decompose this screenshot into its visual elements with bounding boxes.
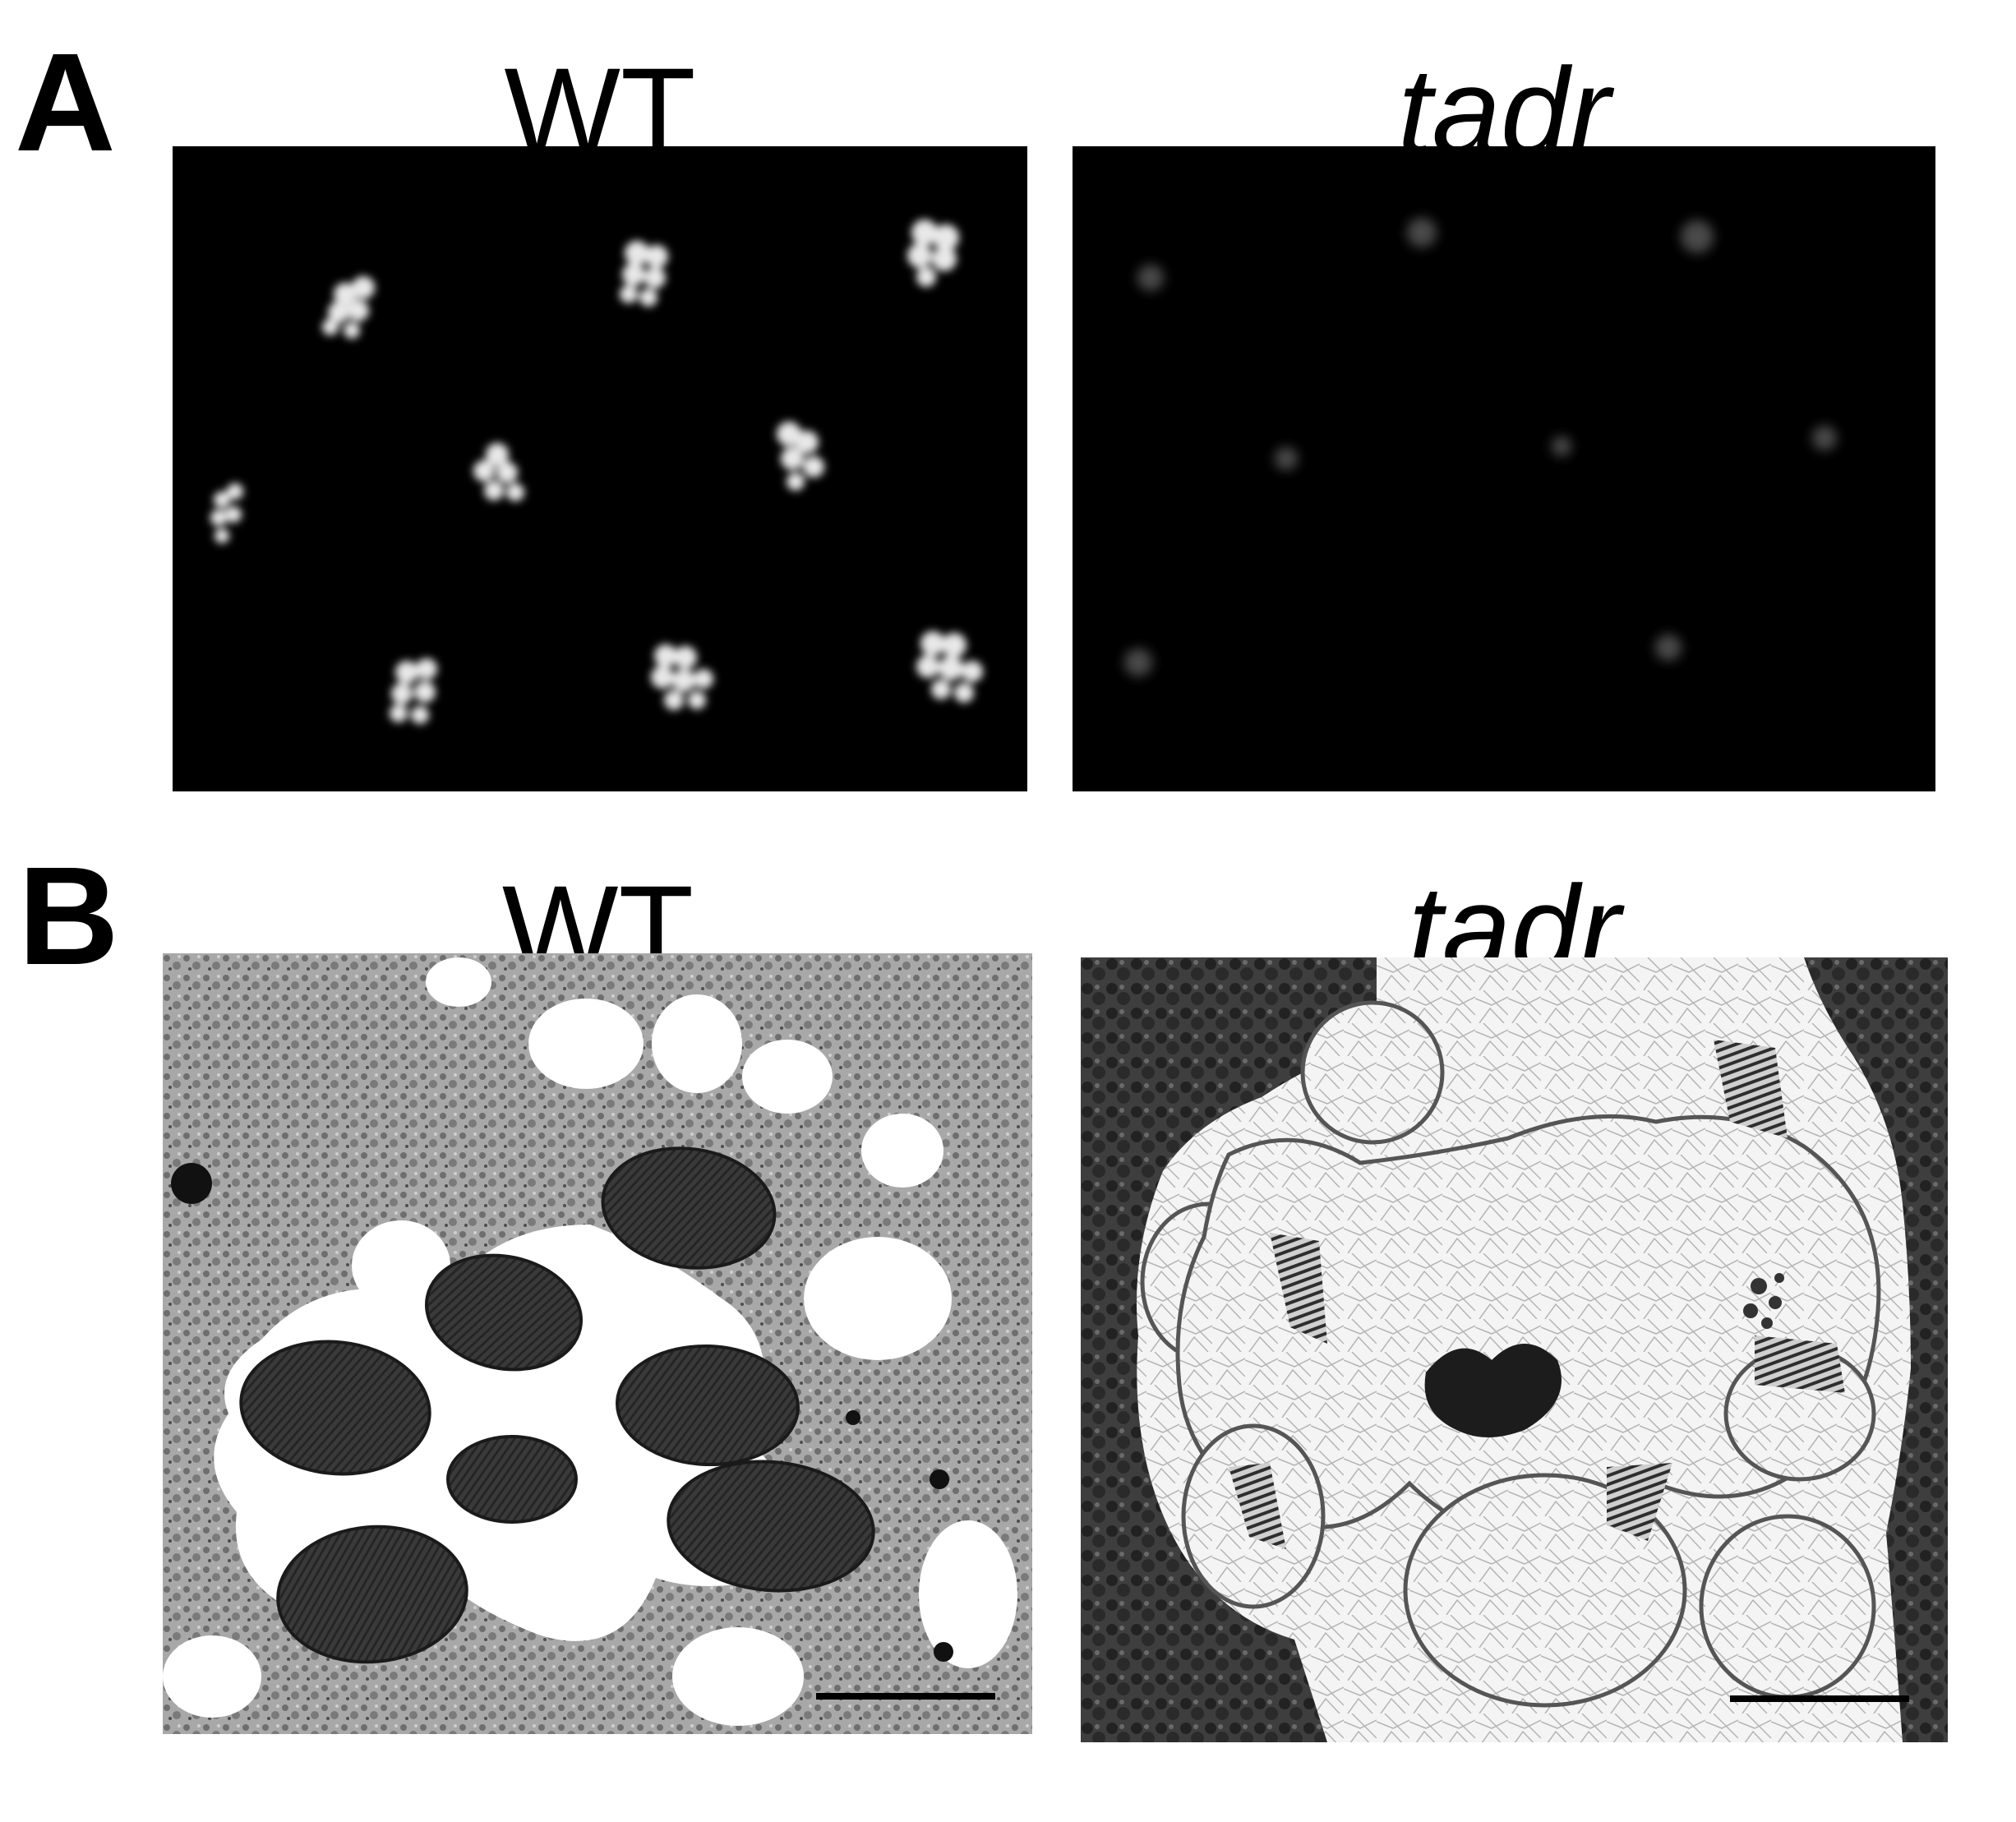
panel-b-wt-electron-micrograph — [163, 953, 1032, 1734]
panel-b-label: B — [18, 838, 119, 994]
panel-a-wt-fluorescence-image — [173, 146, 1027, 791]
panel-a-label: A — [15, 25, 116, 181]
panel-a-tadr-fluorescence-image — [1073, 146, 1935, 791]
panel-b-tadr-electron-micrograph — [1081, 957, 1948, 1742]
